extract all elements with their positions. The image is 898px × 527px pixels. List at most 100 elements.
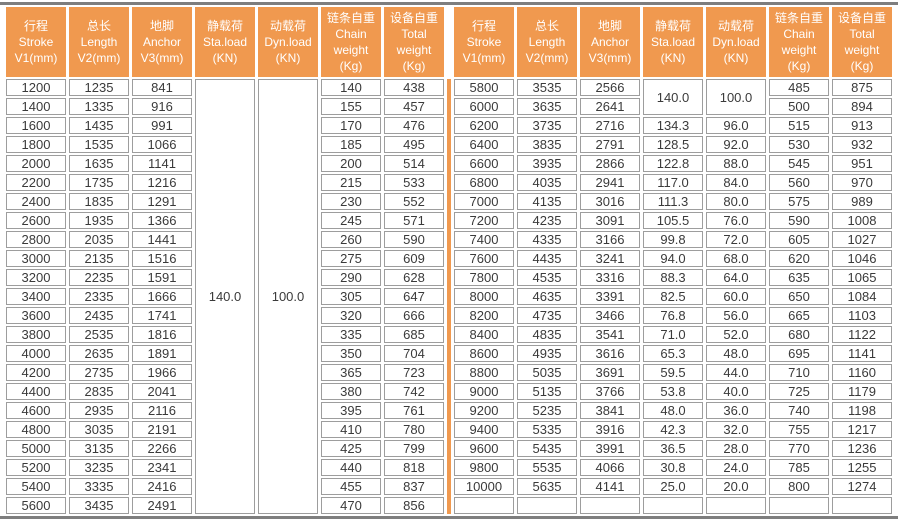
- cell-sta-load: 82.5: [643, 288, 703, 305]
- cell-chain-weight: 470: [321, 497, 381, 514]
- cell-chain-weight: 500: [769, 98, 829, 115]
- cell-anchor: 2866: [580, 155, 640, 172]
- cell-chain-weight: 440: [321, 459, 381, 476]
- cell-anchor: 991: [132, 117, 192, 134]
- header-line: 行程: [471, 19, 496, 33]
- header-line: Total: [401, 27, 427, 41]
- cell-length: 1535: [69, 136, 129, 153]
- cell-total-weight: 1103: [832, 307, 892, 324]
- cell-total-weight: 438: [384, 79, 444, 96]
- cell-dyn-load: 80.0: [706, 193, 766, 210]
- header-line: Sta.load: [650, 35, 696, 49]
- cell-total-weight: 1084: [832, 288, 892, 305]
- cell-anchor: 1666: [132, 288, 192, 305]
- cell-sta-load: 25.0: [643, 478, 703, 495]
- cell-total-weight: 552: [384, 193, 444, 210]
- cell-total-weight: 628: [384, 269, 444, 286]
- header-line: Anchor: [590, 35, 630, 49]
- cell-total-weight: 951: [832, 155, 892, 172]
- cell-stroke: 9000: [454, 383, 514, 400]
- cell-stroke: 7000: [454, 193, 514, 210]
- cell-anchor: [580, 497, 640, 514]
- cell-anchor: 3316: [580, 269, 640, 286]
- cell-length: 3935: [517, 155, 577, 172]
- cell-length: 2835: [69, 383, 129, 400]
- cell-length: 5335: [517, 421, 577, 438]
- cell-sta-load: 111.3: [643, 193, 703, 210]
- cell-total-weight: 780: [384, 421, 444, 438]
- header-line: weight: [396, 43, 432, 57]
- cell-anchor: 2941: [580, 174, 640, 191]
- cell-stroke: 5400: [6, 478, 66, 495]
- cell-length: 5435: [517, 440, 577, 457]
- cell-length: 5535: [517, 459, 577, 476]
- cell-anchor: 1591: [132, 269, 192, 286]
- cell-sta-load: 30.8: [643, 459, 703, 476]
- cell-anchor: 1216: [132, 174, 192, 191]
- cell-dyn-load: 96.0: [706, 117, 766, 134]
- header-line: Dyn.load: [264, 35, 312, 49]
- cell-stroke: 2800: [6, 231, 66, 248]
- cell-length: 3135: [69, 440, 129, 457]
- header-line: 行程: [23, 19, 48, 33]
- cell-anchor: 2641: [580, 98, 640, 115]
- cell-chain-weight: 425: [321, 440, 381, 457]
- table-row: 5200 3235 2341 440 818: [6, 459, 444, 476]
- cell-stroke: 3000: [6, 250, 66, 267]
- header-line: Sta.load: [202, 35, 248, 49]
- cell-dyn-load: 92.0: [706, 136, 766, 153]
- table-row: 5400 3335 2416 455 837: [6, 478, 444, 495]
- header-line: V1(mm): [14, 51, 58, 65]
- cell-length: 2535: [69, 326, 129, 343]
- cell-chain-weight: 455: [321, 478, 381, 495]
- cell-sta-load: 128.5: [643, 136, 703, 153]
- header-line: V3(mm): [588, 51, 632, 65]
- cell-sta-load: 122.8: [643, 155, 703, 172]
- column-header-length: 总长 Length V2(mm): [517, 7, 577, 77]
- header-line: 链条自重: [774, 11, 823, 25]
- cell-total-weight: 799: [384, 440, 444, 457]
- cell-total-weight: 571: [384, 212, 444, 229]
- header-line: (Kg): [787, 59, 811, 73]
- cell-stroke: 9200: [454, 402, 514, 419]
- cell-stroke: 4000: [6, 345, 66, 362]
- cell-stroke: 3600: [6, 307, 66, 324]
- header-line: V1(mm): [462, 51, 506, 65]
- cell-anchor: 1291: [132, 193, 192, 210]
- cell-chain-weight: 530: [769, 136, 829, 153]
- cell-total-weight: 723: [384, 364, 444, 381]
- cell-length: 2435: [69, 307, 129, 324]
- table-row: 2600 1935 1366 245 571: [6, 212, 444, 229]
- header-line: (Kg): [402, 59, 426, 73]
- spec-table-right: 行程 Stroke V1(mm) 总长 Length V2(mm) 地脚 Anchor V3(m…: [451, 5, 895, 516]
- cell-dyn-load: 20.0: [706, 478, 766, 495]
- column-header-anchor: 地脚 Anchor V3(mm): [580, 7, 640, 77]
- cell-stroke: 2000: [6, 155, 66, 172]
- spec-table-left: 行程 Stroke V1(mm) 总长 Length V2(mm) 地脚 Anchor V3(m…: [3, 5, 447, 516]
- cell-total-weight: 704: [384, 345, 444, 362]
- cell-chain-weight: 350: [321, 345, 381, 362]
- cell-anchor: 1816: [132, 326, 192, 343]
- cell-stroke: 9800: [454, 459, 514, 476]
- cell-chain-weight: 200: [321, 155, 381, 172]
- table-row: 2200 1735 1216 215 533: [6, 174, 444, 191]
- table-row: 7200 4235 3091 105.5 76.0 590 1008: [454, 212, 892, 229]
- cell-stroke: 8400: [454, 326, 514, 343]
- cell-stroke: 5200: [6, 459, 66, 476]
- cell-chain-weight: 305: [321, 288, 381, 305]
- column-header-length: 总长 Length V2(mm): [69, 7, 129, 77]
- cell-sta-load: 140.0: [643, 79, 703, 115]
- cell-chain-weight: 215: [321, 174, 381, 191]
- cell-length: 2935: [69, 402, 129, 419]
- cell-stroke: [454, 497, 514, 514]
- table-row: 9600 5435 3991 36.5 28.0 770 1236: [454, 440, 892, 457]
- cell-total-weight: 457: [384, 98, 444, 115]
- table-row: 8000 4635 3391 82.5 60.0 650 1084: [454, 288, 892, 305]
- cell-length: 2235: [69, 269, 129, 286]
- header-line: V2(mm): [77, 51, 121, 65]
- table-divider: [447, 79, 451, 514]
- cell-stroke: 3400: [6, 288, 66, 305]
- header-line: Length: [80, 35, 118, 49]
- cell-total-weight: 1122: [832, 326, 892, 343]
- cell-total-weight: 514: [384, 155, 444, 172]
